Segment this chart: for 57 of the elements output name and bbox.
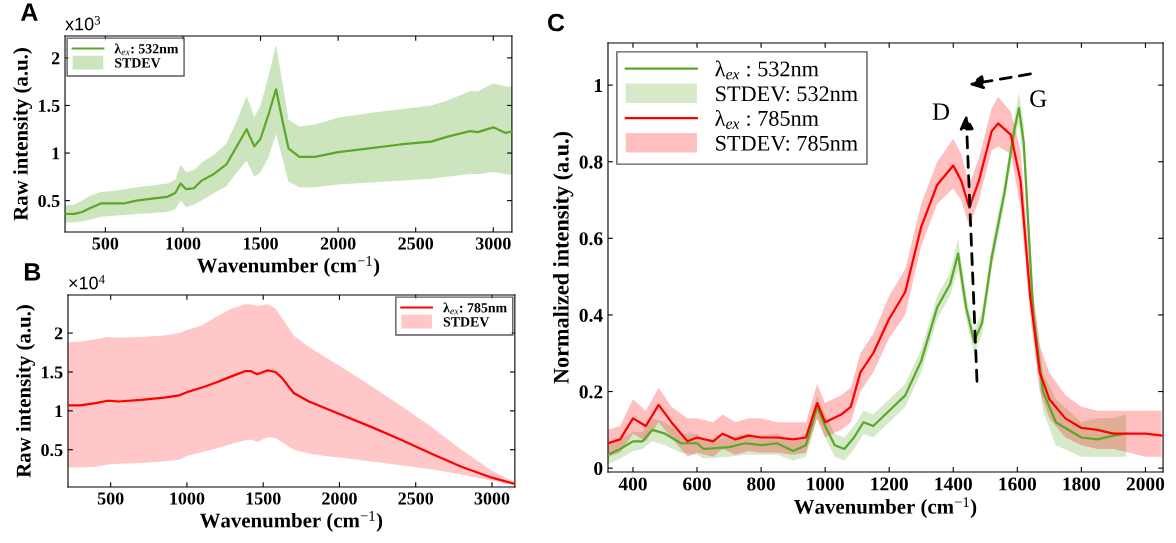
y-axis-title: Raw intensity (a.u.) — [13, 48, 33, 221]
y-tick-label: 0 — [594, 461, 603, 476]
y-tick-label: 1.5 — [39, 99, 60, 112]
y-tick-label: 0.5 — [41, 443, 63, 457]
y-tick-label: 1 — [594, 79, 603, 92]
x-tick-label: 2500 — [398, 237, 434, 250]
x-tick-label: 1500 — [246, 492, 281, 505]
x-tick-label: 2000 — [320, 237, 356, 250]
x-tick-label: 1200 — [871, 477, 908, 491]
annotation: STDEV: 532nm — [716, 86, 858, 102]
x-tick-label: 400 — [618, 477, 647, 491]
x-tick-label: 600 — [683, 477, 711, 491]
y-tick-label: 0.8 — [579, 155, 603, 169]
legend-label: λ$_{ex}$: 785nm — [443, 302, 507, 315]
x-tick-label: 1400 — [935, 477, 972, 491]
x-tick-label: 800 — [747, 477, 775, 491]
y-tick-label: 2 — [54, 327, 63, 340]
text: B — [24, 263, 41, 281]
annotation: STDEV — [115, 58, 161, 68]
y-tick-label: 0.4 — [579, 308, 603, 322]
line-series — [65, 88, 512, 216]
x-tick-label: 1000 — [807, 477, 844, 491]
legend-label: λ$_{ex}$ : 532nm — [715, 60, 819, 80]
x-tick-label: 3000 — [474, 492, 510, 505]
text: A — [20, 3, 38, 21]
y-tick-label: 2 — [51, 52, 60, 65]
legend-label: λ$_{ex}$: 532nm — [114, 43, 179, 56]
y-axis-title: Raw intensity (a.u.) — [16, 305, 35, 478]
y-tick-label: 1 — [55, 405, 63, 418]
annotation: STDEV: 785nm — [716, 135, 858, 151]
text: C — [547, 13, 565, 32]
x-tick-label: 1000 — [166, 237, 201, 250]
text: x10$^{3}$ — [65, 16, 101, 31]
x-tick-label: 1800 — [1063, 477, 1101, 491]
y-tick-label: 0.6 — [579, 232, 603, 246]
annotation: D — [932, 103, 950, 120]
x-tick-label: 2000 — [1126, 477, 1165, 491]
x-tick-label: 1000 — [170, 492, 205, 505]
y-tick-label: 0.5 — [38, 194, 60, 208]
x-tick-label: 500 — [92, 237, 119, 250]
x-tick-label: 2000 — [322, 492, 357, 505]
annotation: G — [1030, 90, 1047, 108]
y-axis-title: Normalized intensity (a.u.) — [553, 131, 574, 384]
x-axis-title: Wavenumber (cm$^{−1}$) — [199, 511, 383, 532]
x-tick-label: 1500 — [243, 237, 278, 250]
x-tick-label: 1600 — [999, 477, 1037, 491]
x-tick-label: 3000 — [475, 237, 511, 250]
x-tick-label: 2500 — [398, 492, 434, 505]
y-tick-label: 1 — [52, 147, 60, 160]
x-axis-title: Wavenumber (cm$^{−1}$) — [197, 256, 380, 277]
y-tick-label: 1.5 — [41, 366, 63, 379]
text: ×10$^{4}$ — [69, 275, 105, 290]
y-tick-label: 0.2 — [579, 385, 603, 399]
legend-label: λ$_{ex}$ : 785nm — [715, 110, 819, 129]
annotation: STDEV — [443, 317, 490, 327]
x-tick-label: 500 — [97, 492, 124, 505]
x-axis-title: Wavenumber (cm$^{−1}$) — [794, 497, 977, 519]
